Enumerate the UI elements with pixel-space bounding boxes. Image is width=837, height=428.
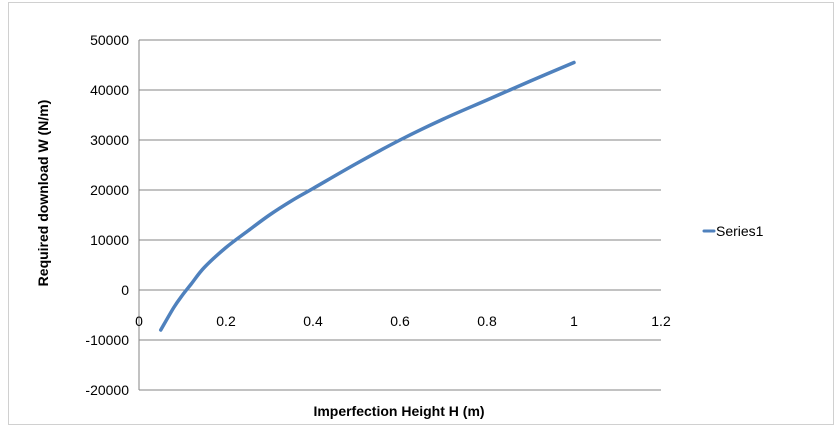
y-tick-label: 30000 — [90, 132, 129, 148]
y-tick-labels: 50000 40000 30000 20000 10000 0 -10000 -20000 — [85, 32, 129, 398]
y-tick-label: 40000 — [90, 82, 129, 98]
x-tick-label: 1.2 — [651, 313, 671, 329]
y-tick-label: 10000 — [90, 232, 129, 248]
legend-label-series1: Series1 — [716, 223, 764, 239]
x-tick-label: 0.6 — [390, 313, 410, 329]
x-tick-label: 1 — [570, 313, 578, 329]
y-tick-label: 0 — [121, 282, 129, 298]
x-tick-label: 0 — [135, 313, 143, 329]
gridlines — [139, 39, 661, 391]
x-tick-label: 0.2 — [216, 313, 236, 329]
y-tick-label: -20000 — [85, 382, 129, 398]
legend: Series1 — [702, 223, 764, 239]
x-axis-title: Imperfection Height H (m) — [313, 403, 484, 419]
y-axis-title: Required download W (N/m) — [35, 100, 51, 287]
y-tick-label: -10000 — [85, 332, 129, 348]
chart-frame: 50000 40000 30000 20000 10000 0 -10000 -20000 0… — [8, 2, 834, 425]
series-line-1 — [159, 60, 576, 332]
x-tick-label: 0.4 — [303, 313, 323, 329]
y-tick-label: 20000 — [90, 182, 129, 198]
x-tick-label: 0.8 — [477, 313, 497, 329]
x-tick-labels: 0 0.2 0.4 0.6 0.8 1 1.2 — [135, 313, 671, 329]
series-lines — [159, 60, 576, 332]
line-chart: 50000 40000 30000 20000 10000 0 -10000 -20000 0… — [35, 32, 764, 419]
y-tick-label: 50000 — [90, 32, 129, 48]
